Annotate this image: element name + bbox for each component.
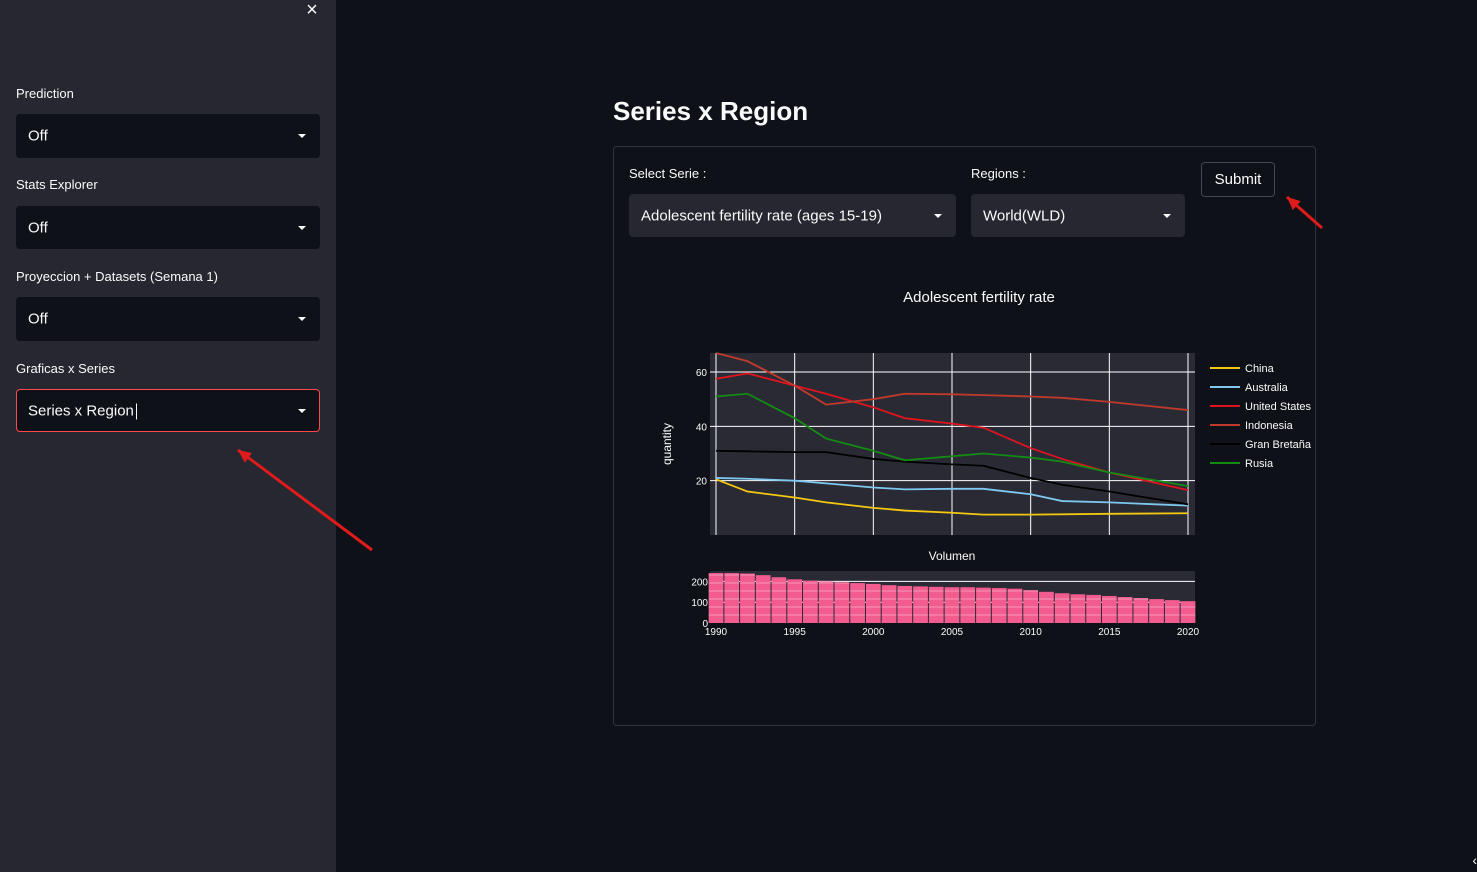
y-tick-label: 20 xyxy=(696,477,708,488)
x-tick-label: 2005 xyxy=(941,627,964,638)
volume-y-tick-label: 0 xyxy=(702,619,708,630)
chevron-down-icon xyxy=(298,225,306,230)
prediction-select[interactable]: Off xyxy=(16,114,320,158)
proyeccion-value: Off xyxy=(28,310,48,328)
volume-bar xyxy=(865,583,881,623)
volume-bar xyxy=(881,585,897,623)
regions-label: Regions : xyxy=(971,166,1026,181)
chevron-down-icon xyxy=(298,408,306,413)
volume-bar xyxy=(960,587,976,623)
series-line-australia xyxy=(715,477,1189,507)
annotation-arrow-sidebar-shaft xyxy=(237,448,373,552)
graficas-label: Graficas x Series xyxy=(16,361,115,376)
stats-explorer-select[interactable]: Off xyxy=(16,206,320,249)
y-tick-label: 40 xyxy=(696,422,708,433)
chevron-down-icon xyxy=(298,134,306,138)
chart-title: Adolescent fertility rate xyxy=(903,289,1055,306)
legend-label: Gran Bretaña xyxy=(1245,439,1312,451)
submit-button[interactable]: Submit xyxy=(1201,162,1275,197)
legend-label: Indonesia xyxy=(1245,420,1294,432)
series-line-rusia xyxy=(715,392,1189,487)
volume-bar xyxy=(771,577,787,623)
series-line-gran-breta-a xyxy=(715,449,1189,506)
volume-bar xyxy=(787,579,803,623)
x-tick-label: 2000 xyxy=(862,627,885,638)
volume-bar xyxy=(1149,599,1164,623)
chevron-down-icon xyxy=(298,317,306,321)
serie-select[interactable]: Adolescent fertility rate (ages 15-19) xyxy=(629,194,956,237)
volume-bar xyxy=(1007,588,1023,623)
y-axis-label: quantity xyxy=(660,423,674,465)
volume-title: Volumen xyxy=(929,549,976,563)
volume-bar xyxy=(1180,601,1196,623)
volume-bar xyxy=(803,580,818,623)
volume-bar xyxy=(976,587,991,623)
text-cursor xyxy=(135,403,137,420)
serie-label: Select Serie : xyxy=(629,166,707,181)
volume-bar xyxy=(928,586,944,623)
volume-y-tick-label: 200 xyxy=(691,577,708,588)
stats-explorer-value: Off xyxy=(28,219,48,236)
x-tick-label: 2015 xyxy=(1098,627,1121,638)
prediction-value: Off xyxy=(28,127,48,145)
volume-bar xyxy=(944,587,960,623)
legend-label: Australia xyxy=(1245,382,1289,394)
volume-bar xyxy=(1054,593,1070,623)
volume-bar xyxy=(1133,598,1149,623)
legend-label: China xyxy=(1245,363,1275,375)
volume-bar xyxy=(834,582,850,623)
x-tick-label: 2010 xyxy=(1020,627,1043,638)
volume-bar xyxy=(1039,591,1054,623)
prediction-label: Prediction xyxy=(16,86,74,101)
serie-value: Adolescent fertility rate (ages 15-19) xyxy=(641,207,882,224)
series-line-indonesia xyxy=(715,352,1189,411)
volume-bar xyxy=(897,585,913,623)
volume-y-tick-label: 100 xyxy=(691,598,708,609)
resize-handle-icon[interactable]: ‹ xyxy=(1472,852,1477,868)
volume-bar xyxy=(1117,597,1133,623)
close-icon[interactable]: × xyxy=(306,0,318,21)
chevron-down-icon xyxy=(934,213,942,218)
volume-bar xyxy=(818,581,834,623)
volume-bar xyxy=(850,583,865,623)
y-tick-label: 60 xyxy=(696,368,708,379)
regions-select[interactable]: World(WLD) xyxy=(971,194,1185,237)
volume-bar xyxy=(913,586,928,623)
volume-bar xyxy=(1023,590,1039,623)
legend-label: Rusia xyxy=(1245,458,1274,470)
stats-explorer-label: Stats Explorer xyxy=(16,177,98,192)
graficas-value: Series x Region xyxy=(28,402,137,420)
proyeccion-select[interactable]: Off xyxy=(16,297,320,341)
volume-bar xyxy=(1070,594,1086,623)
x-tick-label: 2020 xyxy=(1177,627,1200,638)
volume-bar xyxy=(724,573,740,623)
series-line-china xyxy=(715,478,1189,516)
volume-bar xyxy=(708,573,724,623)
annotation-arrow-submit-head xyxy=(1287,197,1301,211)
proyeccion-label: Proyeccion + Datasets (Semana 1) xyxy=(16,269,218,284)
volume-bar xyxy=(991,588,1007,623)
page-title: Series x Region xyxy=(613,96,809,126)
sidebar: × Prediction Off Stats Explorer Off Proy… xyxy=(0,0,336,872)
chevron-down-icon xyxy=(1163,213,1171,218)
volume-bar xyxy=(1101,595,1117,623)
x-tick-label: 1990 xyxy=(705,627,728,638)
x-tick-label: 1995 xyxy=(784,627,807,638)
volume-bar xyxy=(1164,600,1180,623)
series-form: Select Serie : Adolescent fertility rate… xyxy=(613,146,1316,726)
regions-value: World(WLD) xyxy=(983,207,1066,224)
volume-bar xyxy=(740,573,755,623)
legend-label: United States xyxy=(1245,401,1312,413)
volume-bar xyxy=(1086,594,1101,623)
graficas-select[interactable]: Series x Region xyxy=(16,389,320,432)
series-line-united-states xyxy=(715,372,1189,492)
annotation-arrow-sidebar-head xyxy=(238,450,253,463)
